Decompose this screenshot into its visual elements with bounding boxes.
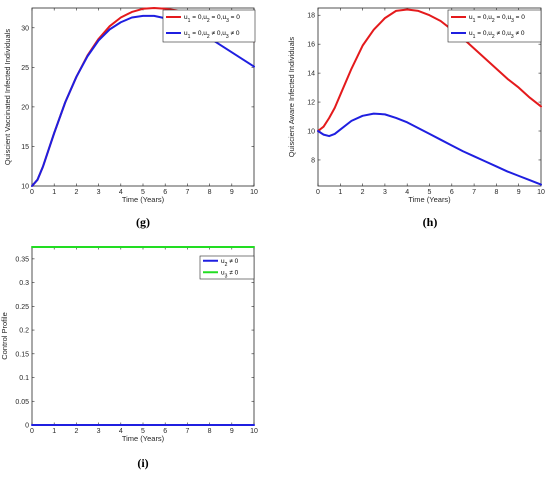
x-tick-label: 1: [338, 189, 342, 196]
legend-box: [447, 9, 542, 43]
legend-box: [162, 9, 256, 43]
series-line-2: [317, 112, 542, 186]
y-tick-label: 15: [21, 144, 29, 151]
x-axis-label: Time (Years): [122, 195, 165, 204]
x-tick-label: 8: [494, 189, 498, 196]
legend-entry: u1 = 0,u2 = 0,u3 = 0: [469, 14, 525, 24]
x-tick-label: 5: [141, 189, 145, 196]
y-tick-label: 16: [307, 42, 315, 49]
x-axis-label: Time (Years): [122, 434, 165, 443]
legend: u2 ≠ 0u3 ≠ 0: [199, 255, 255, 280]
y-axis-label: Control Profile: [0, 312, 9, 360]
series-line-1: [317, 8, 542, 133]
chart-panel-3: 0 1 2 3 4 5 6 7 8 9 10 0 0.05 0.1 0.15 0.2 0.25 0.3 0.35 Ti…: [0, 246, 258, 470]
x-tick-label: 1: [52, 428, 56, 435]
x-tick-label: 10: [250, 428, 258, 435]
panel-label: (g): [136, 215, 150, 229]
x-tick-label: 3: [97, 428, 101, 435]
legend-entry: u1 = 0,u2 ≠ 0,u3 ≠ 0: [469, 30, 525, 40]
x-tick-label: 6: [450, 189, 454, 196]
x-tick-label: 3: [97, 189, 101, 196]
legend: u1 = 0,u2 = 0,u3 = 0 u1 = 0,u2 ≠ 0,u3 ≠ 0: [162, 9, 256, 43]
y-tick-label: 12: [307, 100, 315, 107]
panel-label: (i): [137, 456, 148, 470]
y-tick-label: 14: [307, 71, 315, 78]
x-tick-label: 7: [472, 189, 476, 196]
x-tick-label: 8: [208, 189, 212, 196]
x-tick-label: 9: [230, 189, 234, 196]
legend-entry: u2 ≠ 0: [221, 258, 239, 268]
x-tick-label: 2: [361, 189, 365, 196]
y-tick-label: 18: [307, 13, 315, 20]
x-tick-label: 8: [208, 428, 212, 435]
y-tick-label: 20: [21, 104, 29, 111]
y-tick-label: 0.15: [15, 351, 29, 358]
x-tick-label: 0: [316, 189, 320, 196]
y-tick-label: 0.3: [19, 280, 29, 287]
x-tick-label: 2: [74, 189, 78, 196]
x-tick-label: 4: [119, 428, 123, 435]
y-tick-label: 0.05: [15, 399, 29, 406]
x-tick-label: 10: [537, 189, 545, 196]
x-tick-label: 4: [405, 189, 409, 196]
y-tick-label: 0.25: [15, 304, 29, 311]
y-tick-label: 0: [25, 423, 29, 430]
legend-entry: u1 = 0,u2 ≠ 0,u3 ≠ 0: [184, 30, 240, 40]
x-tick-label: 4: [119, 189, 123, 196]
y-axis-label: Quiscient Aware Infected Individuals: [287, 37, 296, 158]
x-tick-label: 9: [517, 189, 521, 196]
legend: u1 = 0,u2 = 0,u3 = 0 u1 = 0,u2 ≠ 0,u3 ≠ 0: [447, 9, 542, 43]
x-tick-label: 0: [30, 428, 34, 435]
y-tick-label: 0.2: [19, 328, 29, 335]
x-tick-label: 5: [141, 428, 145, 435]
legend-entry: u1 = 0,u2 = 0,u3 = 0: [184, 14, 240, 24]
x-axis-label: Time (Years): [408, 195, 451, 204]
y-tick-label: 10: [21, 184, 29, 191]
y-tick-label: 10: [307, 129, 315, 136]
x-tick-label: 3: [383, 189, 387, 196]
chart-panel-1: 0 1 2 3 4 5 6 7 8 9 10 10 15 20 25 30 Time (Years) Quisci…: [3, 7, 258, 229]
y-tick-label: 25: [21, 65, 29, 72]
x-tick-label: 6: [163, 428, 167, 435]
x-tick-label: 2: [74, 428, 78, 435]
y-axis-label: Quiscient Vaccinated Infected Individual…: [3, 29, 12, 165]
y-tick-label: 30: [21, 25, 29, 32]
x-tick-label: 0: [30, 189, 34, 196]
x-tick-label: 5: [428, 189, 432, 196]
x-tick-label: 10: [250, 189, 258, 196]
legend-entry: u3 ≠ 0: [221, 269, 239, 279]
x-tick-label: 7: [185, 428, 189, 435]
x-tick-label: 7: [185, 189, 189, 196]
x-tick-label: 9: [230, 428, 234, 435]
x-tick-label: 1: [52, 189, 56, 196]
x-tick-label: 6: [163, 189, 167, 196]
y-tick-label: 0.1: [19, 375, 29, 382]
y-tick-label: 8: [311, 157, 315, 164]
panel-label: (h): [423, 215, 438, 229]
y-tick-label: 0.35: [15, 256, 29, 263]
